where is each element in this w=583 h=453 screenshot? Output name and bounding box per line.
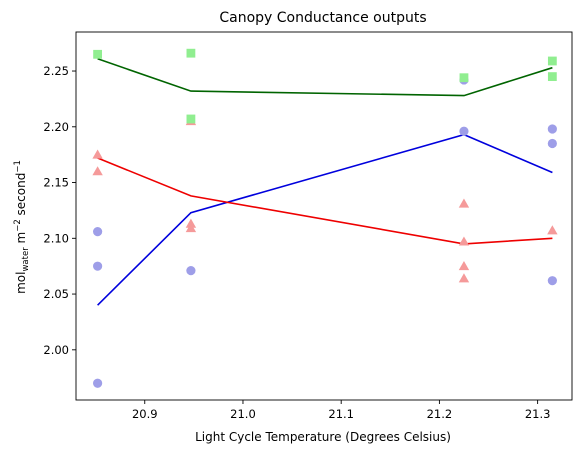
data-point-circle <box>93 227 103 237</box>
data-point-triangle <box>458 236 470 246</box>
data-point-triangle <box>92 149 103 159</box>
x-tick-label: 20.9 <box>132 407 158 421</box>
data-point-square <box>93 49 103 59</box>
x-tick-label: 21.2 <box>427 407 453 421</box>
y-label-middle: second <box>14 173 28 220</box>
data-point-circle <box>93 261 103 271</box>
y-tick-label: 2.15 <box>43 176 69 190</box>
x-tick-label: 21.0 <box>230 407 256 421</box>
x-tick-label: 21.1 <box>328 407 354 421</box>
data-point-square <box>186 114 196 124</box>
y-axis-label: molwater m−2 second−1 <box>13 160 31 294</box>
y-axis-ticks: 2.00 2.05 2.10 2.15 2.20 2.25 <box>43 64 76 357</box>
data-point-triangle <box>458 260 470 271</box>
y-label-exponent-2: −1 <box>13 160 23 173</box>
data-point-square <box>547 56 557 66</box>
y-tick-label: 2.25 <box>43 64 69 78</box>
series-lines <box>97 58 553 306</box>
data-point-square <box>547 72 557 82</box>
y-label-subscript: water <box>21 247 31 272</box>
data-point-square <box>459 73 469 83</box>
y-tick-label: 2.10 <box>43 231 69 245</box>
series-line-3 <box>97 58 553 97</box>
data-point-circle <box>547 138 557 149</box>
data-point-triangle <box>92 166 103 176</box>
data-point-triangle <box>547 225 558 235</box>
data-point-triangle <box>458 198 470 208</box>
data-point-circle <box>186 266 196 276</box>
data-point-triangle <box>185 223 197 233</box>
chart-title: Canopy Conductance outputs <box>219 10 426 26</box>
data-point-circle <box>459 126 469 136</box>
data-point-square <box>186 48 196 58</box>
x-axis-label: Light Cycle Temperature (Degrees Celsius… <box>195 430 451 444</box>
x-tick-label: 21.3 <box>525 407 551 421</box>
y-label-prefix: mol <box>14 272 28 294</box>
y-tick-label: 2.05 <box>43 287 69 301</box>
plot-area <box>92 48 558 388</box>
data-point-circle <box>547 124 557 134</box>
series-points <box>92 48 558 388</box>
axes-frame <box>75 31 573 401</box>
series-line-1 <box>97 133 553 306</box>
y-tick-label: 2.20 <box>43 120 69 134</box>
x-axis-ticks: 20.9 21.0 21.1 21.2 21.3 <box>132 400 550 421</box>
y-label-exponent-1: −2 <box>13 219 23 232</box>
data-point-circle <box>547 276 557 286</box>
series-line-2 <box>97 157 553 245</box>
data-point-triangle <box>458 273 470 283</box>
y-tick-label: 2.00 <box>43 343 69 357</box>
data-point-circle <box>93 378 103 388</box>
y-label-suffix: m <box>14 232 28 248</box>
